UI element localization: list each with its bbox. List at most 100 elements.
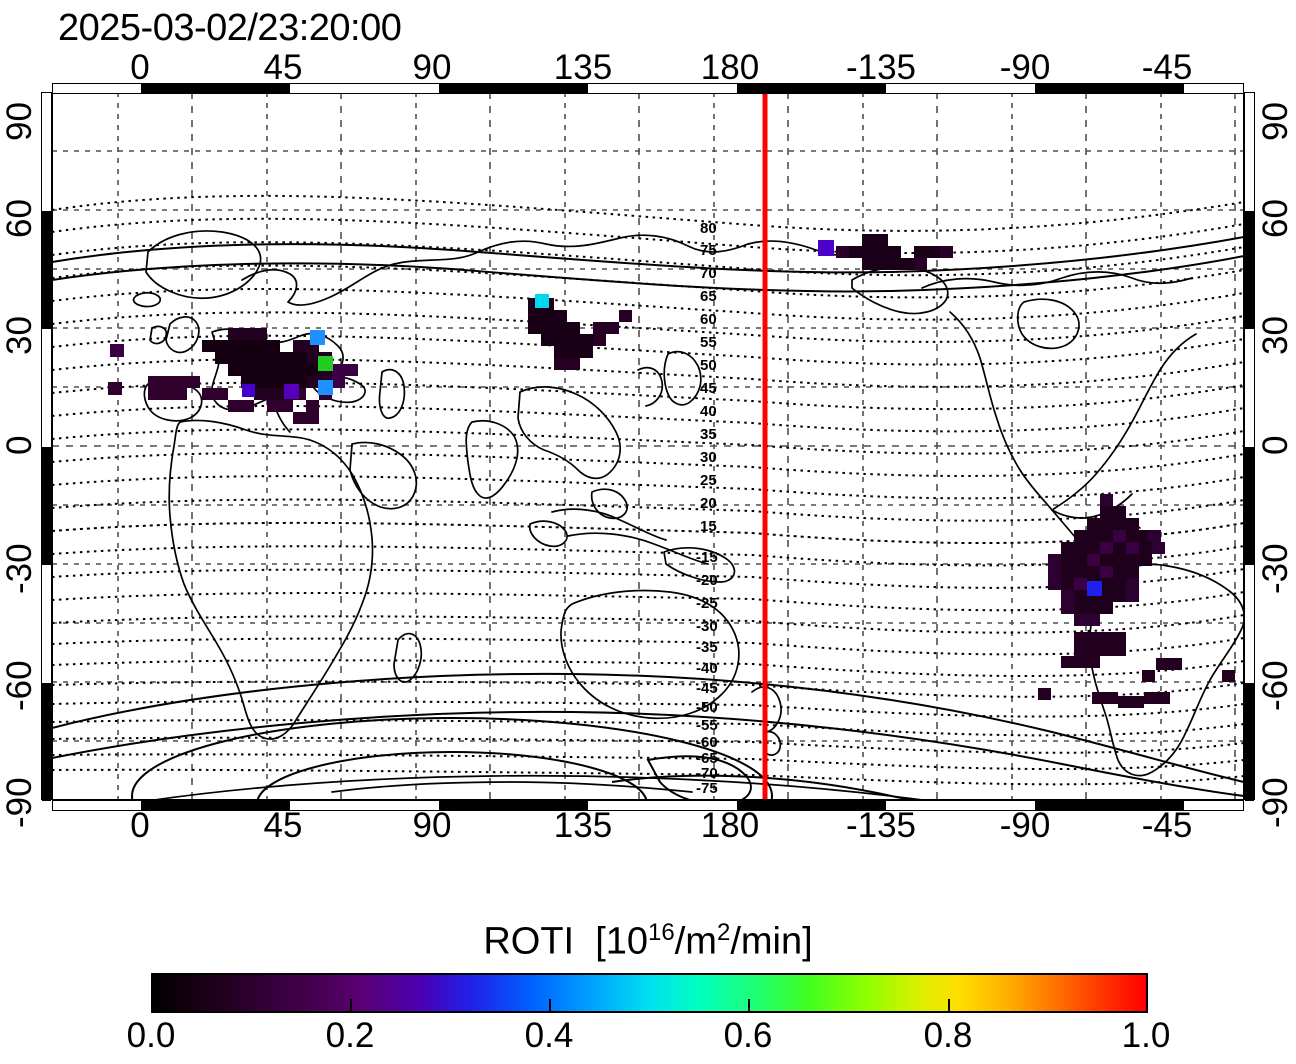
colorbar-units-exponent2: 2: [716, 919, 731, 946]
colorbar-units-tail: /min]: [730, 920, 813, 963]
map-gridlines: [52, 92, 1244, 800]
axis-bar-left: [41, 92, 52, 801]
xtick-bottom--135: -135: [845, 806, 917, 845]
axis-bar-top: [52, 83, 1244, 94]
svg-text:-70: -70: [696, 765, 718, 782]
colorbar-units-exponent: 16: [648, 919, 675, 946]
colorbar-label-0.4: 0.4: [524, 1016, 574, 1055]
roti-cell-high-violet-na: [818, 240, 834, 256]
map-canvas: 80 75 70 65 60 55 50 45 40 35 30 25 20 1…: [52, 92, 1244, 800]
xtick-bottom--90: -90: [999, 806, 1051, 845]
xtick-top-90: 90: [412, 48, 452, 87]
roti-cell-high-blue-2: [318, 380, 333, 395]
roti-cell-high-violet-1: [284, 384, 299, 399]
xtick-bottom-90: 90: [412, 806, 452, 845]
colorbar-tick-0: [151, 999, 153, 1013]
colorbar-tick-0.4: [549, 999, 551, 1013]
xtick-top--45: -45: [1141, 48, 1193, 87]
svg-text:20: 20: [700, 495, 717, 512]
ytick-right-60: 60: [1256, 199, 1295, 239]
colorbar-quantity: ROTI: [483, 920, 575, 963]
roti-cell-high-violet-2: [242, 384, 255, 397]
colorbar-units-post: /m: [674, 920, 717, 963]
colorbar-label-0.6: 0.6: [723, 1016, 773, 1055]
svg-text:-20: -20: [696, 572, 718, 589]
svg-text:70: 70: [700, 265, 717, 282]
roti-cell-high-green: [318, 356, 333, 371]
svg-text:50: 50: [700, 357, 717, 374]
xtick-top-0: 0: [130, 48, 150, 87]
svg-text:60: 60: [700, 311, 717, 328]
xtick-bottom--45: -45: [1141, 806, 1193, 845]
xtick-top-180: 180: [700, 48, 760, 87]
ytick-right--90: -90: [1256, 777, 1295, 829]
svg-text:-50: -50: [696, 699, 718, 716]
ytick-left-30: 30: [0, 316, 39, 356]
svg-text:-45: -45: [696, 680, 718, 697]
map-panel[interactable]: 80 75 70 65 60 55 50 45 40 35 30 25 20 1…: [52, 92, 1244, 800]
svg-text:-35: -35: [696, 639, 718, 656]
ytick-right-30: 30: [1256, 316, 1295, 356]
axis-bar-bottom: [52, 800, 1244, 811]
xtick-top--135: -135: [845, 48, 917, 87]
ytick-right--60: -60: [1256, 660, 1295, 712]
magnetic-contour-labels: 80 75 70 65 60 55 50 45 40 35 30 25 20 1…: [696, 220, 718, 797]
svg-text:-75: -75: [696, 780, 718, 797]
svg-text:65: 65: [700, 288, 717, 305]
roti-cell-high-blue-sa: [1087, 581, 1102, 596]
roti-cells-east-asia: [528, 294, 632, 370]
colorbar-label-1.0: 1.0: [1121, 1016, 1171, 1055]
svg-text:55: 55: [700, 334, 717, 351]
ytick-right-0: 0: [1256, 435, 1295, 455]
axis-bar-right: [1244, 92, 1255, 801]
colorbar-label-0.8: 0.8: [923, 1016, 973, 1055]
page-title: 2025-03-02/23:20:00: [58, 7, 402, 49]
svg-text:80: 80: [700, 220, 717, 237]
roti-cell-high-blue-1: [310, 330, 325, 345]
xtick-bottom-45: 45: [263, 806, 303, 845]
svg-text:-15: -15: [696, 549, 718, 566]
xtick-top-45: 45: [263, 48, 303, 87]
svg-text:30: 30: [700, 449, 717, 466]
ytick-left-0: 0: [0, 435, 39, 455]
colorbar-tick-1.0: [1146, 999, 1148, 1013]
svg-text:25: 25: [700, 472, 717, 489]
ytick-right--30: -30: [1256, 543, 1295, 595]
xtick-bottom-180: 180: [700, 806, 760, 845]
svg-text:-25: -25: [696, 595, 718, 612]
ytick-left--90: -90: [0, 777, 39, 829]
ytick-left-60: 60: [0, 199, 39, 239]
svg-text:-60: -60: [696, 734, 718, 751]
ytick-left--60: -60: [0, 660, 39, 712]
roti-cells-north-america: [818, 234, 953, 270]
colorbar-tick-0.2: [350, 999, 352, 1013]
colorbar-label-0.2: 0.2: [325, 1016, 375, 1055]
magnetic-contours-solid: [52, 236, 1244, 800]
xtick-bottom-0: 0: [130, 806, 150, 845]
colorbar-tick-0.6: [748, 999, 750, 1013]
svg-text:35: 35: [700, 426, 717, 443]
svg-text:45: 45: [700, 380, 717, 397]
svg-text:75: 75: [700, 242, 717, 259]
ytick-left--30: -30: [0, 543, 39, 595]
svg-text:-40: -40: [696, 660, 718, 677]
svg-text:15: 15: [700, 518, 717, 535]
xtick-top-135: 135: [553, 48, 613, 87]
roti-cells-south-america: [1038, 494, 1235, 708]
svg-text:-65: -65: [696, 750, 718, 767]
roti-cells-europe: [108, 328, 358, 424]
svg-text:40: 40: [700, 403, 717, 420]
ytick-right-90: 90: [1256, 102, 1295, 142]
colorbar-units-pre: [10: [595, 920, 649, 963]
svg-text:-30: -30: [696, 618, 718, 635]
roti-cell-high-cyan: [535, 294, 549, 308]
colorbar-label-0: 0.0: [126, 1016, 176, 1055]
ytick-left-90: 90: [0, 102, 39, 142]
xtick-bottom-135: 135: [553, 806, 613, 845]
colorbar-gradient[interactable]: [151, 973, 1148, 1013]
svg-text:-55: -55: [696, 717, 718, 734]
xtick-top--90: -90: [999, 48, 1051, 87]
colorbar-title: ROTI [1016/m2/min]: [0, 912, 1296, 963]
colorbar-tick-0.8: [948, 999, 950, 1013]
